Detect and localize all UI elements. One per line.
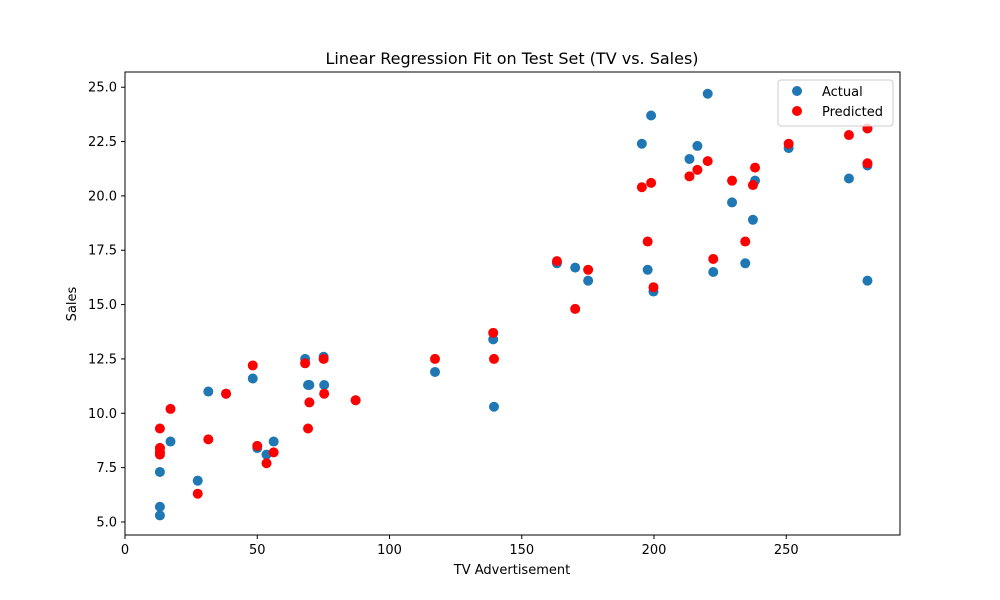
scatter-point-actual: [747, 214, 758, 225]
scatter-point-actual: [708, 266, 719, 277]
scatter-point-predicted: [154, 423, 165, 434]
legend-box: [777, 79, 894, 127]
scatter-point-predicted: [747, 180, 758, 191]
scatter-point-predicted: [702, 156, 713, 167]
scatter-point-actual: [727, 197, 738, 208]
y-tick-label: 10.0: [88, 407, 117, 422]
plot-points: [154, 88, 873, 521]
scatter-point-actual: [843, 173, 854, 184]
x-tick-label: 200: [642, 543, 667, 558]
scatter-point-predicted: [843, 130, 854, 141]
scatter-point-actual: [268, 436, 279, 447]
scatter-point-predicted: [350, 395, 361, 406]
x-tick-label: 0: [121, 543, 129, 558]
scatter-point-predicted: [692, 164, 703, 175]
scatter-point-predicted: [488, 353, 499, 364]
scatter-point-predicted: [154, 449, 165, 460]
legend-label-actual: Actual: [822, 85, 863, 100]
y-tick-label: 5.0: [96, 515, 117, 530]
legend-marker-actual: [792, 86, 802, 96]
y-axis-ticks: 5.0 7.5 10.0 12.5 15.0 17.5 20.0 22.5 25.0: [88, 81, 125, 530]
scatter-point-predicted: [303, 423, 314, 434]
scatter-point-predicted: [300, 358, 311, 369]
scatter-point-predicted: [318, 353, 329, 364]
scatter-point-predicted: [646, 177, 657, 188]
legend-label-predicted: Predicted: [822, 105, 883, 120]
scatter-point-predicted: [551, 256, 562, 267]
scatter-point-predicted: [488, 327, 499, 338]
scatter-point-actual: [684, 153, 695, 164]
scatter-point-predicted: [430, 353, 440, 364]
scatter-point-actual: [642, 264, 653, 275]
x-axis-ticks: 0 50 100 150 200 250: [121, 535, 799, 558]
scatter-point-predicted: [319, 388, 330, 399]
x-tick-label: 100: [377, 543, 402, 558]
scatter-point-predicted: [203, 434, 214, 445]
scatter-point-predicted: [570, 303, 581, 314]
scatter-point-predicted: [583, 264, 594, 275]
scatter-point-actual: [570, 262, 581, 273]
scatter-point-actual: [319, 380, 330, 391]
scatter-point-actual: [583, 275, 594, 286]
y-tick-label: 22.5: [88, 135, 117, 150]
scatter-point-actual: [862, 275, 873, 286]
scatter-point-predicted: [636, 182, 647, 193]
x-axis-title: TV Advertisement: [453, 563, 570, 578]
scatter-point-actual: [430, 366, 440, 377]
scatter-point-predicted: [247, 360, 258, 371]
scatter-point-actual: [304, 380, 315, 391]
legend: Actual Predicted: [777, 79, 894, 127]
scatter-point-predicted: [192, 488, 203, 499]
scatter-point-predicted: [750, 162, 761, 173]
scatter-point-actual: [488, 401, 499, 412]
scatter-point-actual: [692, 140, 703, 151]
scatter-point-actual: [247, 373, 258, 384]
y-tick-label: 20.0: [88, 189, 117, 204]
x-tick-label: 250: [774, 543, 799, 558]
scatter-point-predicted: [268, 447, 279, 458]
y-tick-label: 7.5: [96, 461, 117, 476]
scatter-point-predicted: [642, 236, 653, 247]
legend-marker-predicted: [792, 106, 802, 116]
scatter-point-predicted: [708, 253, 719, 264]
plot-frame: [124, 71, 901, 536]
scatter-point-predicted: [165, 403, 176, 414]
series-predicted: [154, 123, 873, 499]
scatter-point-actual: [154, 466, 165, 477]
scatter-point-actual: [165, 436, 176, 447]
y-axis-title: Sales: [65, 286, 80, 321]
x-tick-label: 50: [249, 543, 266, 558]
scatter-point-actual: [203, 386, 214, 397]
scatter-point-actual: [154, 510, 165, 521]
scatter-point-actual: [636, 138, 647, 149]
y-tick-label: 12.5: [88, 352, 117, 367]
scatter-point-predicted: [261, 458, 272, 469]
y-tick-label: 15.0: [88, 298, 117, 313]
scatter-point-predicted: [252, 440, 263, 451]
scatter-point-predicted: [221, 388, 232, 399]
scatter-point-actual: [154, 501, 165, 512]
scatter-point-predicted: [648, 282, 659, 293]
series-actual: [154, 88, 873, 521]
y-tick-label: 25.0: [88, 81, 117, 96]
y-tick-label: 17.5: [88, 244, 117, 259]
scatter-point-predicted: [727, 175, 738, 186]
scatter-point-actual: [646, 110, 657, 121]
scatter-point-predicted: [304, 397, 315, 408]
x-tick-label: 150: [509, 543, 534, 558]
scatter-point-predicted: [684, 171, 695, 182]
scatter-point-actual: [702, 88, 713, 99]
scatter-point-actual: [192, 475, 203, 486]
chart-title: Linear Regression Fit on Test Set (TV vs…: [325, 49, 698, 68]
scatter-point-predicted: [783, 138, 794, 149]
scatter-point-predicted: [740, 236, 751, 247]
scatter-point-actual: [740, 258, 751, 269]
scatter-point-predicted: [862, 158, 873, 169]
